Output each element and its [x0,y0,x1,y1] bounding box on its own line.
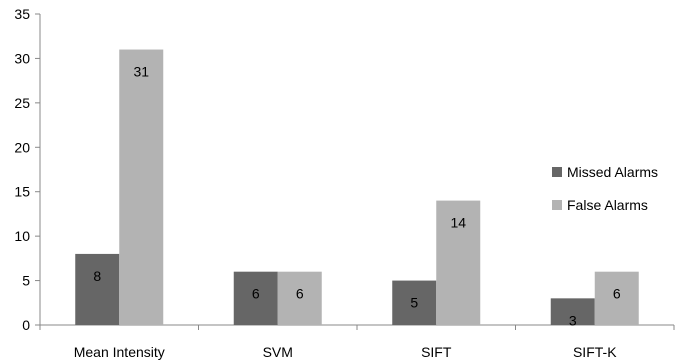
y-tick-label: 35 [14,6,30,22]
x-tick-label: Mean Intensity [74,344,165,360]
y-tick-label: 5 [22,273,30,289]
y-tick-label: 25 [14,95,30,111]
data-label: 6 [296,286,304,302]
data-label: 3 [569,312,577,328]
y-axis: 0 5 10 15 20 25 30 35 [14,6,41,333]
data-label: 14 [450,215,466,231]
legend: Missed Alarms False Alarms [552,164,658,213]
bars: 8 31 6 6 5 14 3 6 [75,49,639,328]
data-label: 31 [133,64,149,80]
bar-missed-alarms [233,271,278,325]
y-tick-label: 10 [14,228,30,244]
x-tick-label: SIFT-K [573,344,617,360]
bar-false-alarms [436,200,481,325]
bar-missed-alarms [392,280,437,325]
bar-false-alarms [594,271,639,325]
y-tick-label: 30 [14,50,30,66]
legend-label: False Alarms [567,197,648,213]
bar-missed-alarms [75,253,120,325]
legend-swatch [552,167,562,177]
x-tick-label: SIFT [421,344,452,360]
data-label: 5 [410,295,418,311]
bar-missed-alarms [550,298,595,325]
data-label: 6 [613,286,621,302]
bar-false-alarms [277,271,322,325]
data-label: 8 [93,268,101,284]
legend-label: Missed Alarms [567,164,658,180]
bar-false-alarms [119,49,164,326]
y-tick-label: 15 [14,184,30,200]
x-axis: Mean Intensity SVM SIFT SIFT-K [39,324,675,360]
data-label: 6 [252,286,260,302]
y-tick-label: 20 [14,139,30,155]
y-tick-label: 0 [22,317,30,333]
x-tick-label: SVM [263,344,293,360]
legend-swatch [552,200,562,210]
